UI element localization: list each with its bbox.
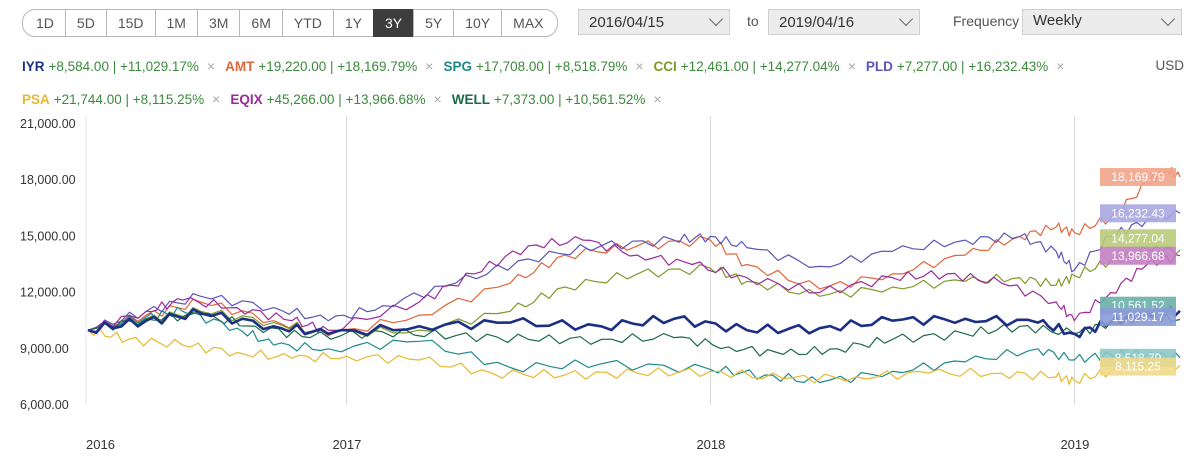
end-value-tag: [1100, 246, 1176, 265]
series-line-pld: [87, 209, 1181, 332]
series-line-eqix: [87, 236, 1181, 333]
range-button-max[interactable]: MAX: [501, 9, 558, 37]
legend-item-pld[interactable]: PLD +7,277.00 | +16,232.43% ×: [866, 58, 1069, 74]
y-tick-label: 6,000.00: [20, 398, 69, 412]
end-value-tag: [1100, 168, 1176, 187]
legend-value: +12,461.00 | +14,277.04%: [680, 59, 840, 74]
range-button-5y[interactable]: 5Y: [413, 9, 455, 37]
legend-symbol: EQIX: [230, 92, 263, 107]
date-to-value: 2019/04/16: [779, 14, 855, 31]
end-value-tag: [1100, 229, 1176, 248]
end-value-label: 8,115.25: [1115, 360, 1161, 374]
end-value-label: 18,169.79: [1111, 170, 1165, 184]
range-button-10y[interactable]: 10Y: [453, 9, 503, 37]
end-value-label: 13,966.68: [1111, 249, 1165, 263]
y-tick-label: 9,000.00: [20, 342, 69, 356]
legend-item-spg[interactable]: SPG +17,708.00 | +8,518.79% ×: [443, 58, 647, 74]
legend-symbol: PLD: [865, 59, 893, 74]
to-label: to: [747, 13, 759, 29]
legend-symbol: AMT: [225, 59, 255, 74]
date-from-input[interactable]: 2016/04/15: [578, 9, 730, 35]
legend-value: +19,220.00 | +18,169.79%: [258, 59, 418, 74]
legend-symbol: CCI: [653, 59, 677, 74]
date-to-input[interactable]: 2019/04/16: [768, 9, 920, 35]
legend-item-cci[interactable]: CCI +12,461.00 | +14,277.04% ×: [654, 58, 860, 74]
legend-item-eqix[interactable]: EQIX +45,266.00 | +13,966.68% ×: [230, 91, 445, 107]
range-button-15d[interactable]: 15D: [105, 9, 156, 37]
legend-symbol: PSA: [22, 92, 50, 107]
legend-value: +7,277.00 | +16,232.43%: [896, 59, 1049, 74]
range-button-1d[interactable]: 1D: [22, 9, 66, 37]
x-tick-label: 2016: [86, 437, 115, 452]
legend-value: +7,373.00 | +10,561.52%: [493, 92, 646, 107]
range-button-ytd[interactable]: YTD: [281, 9, 334, 37]
date-from-value: 2016/04/15: [589, 14, 665, 31]
legend-item-amt[interactable]: AMT +19,220.00 | +18,169.79% ×: [225, 58, 437, 74]
x-tick-label: 2017: [332, 437, 361, 452]
end-value-tag: [1100, 307, 1176, 326]
close-icon[interactable]: ×: [425, 58, 434, 74]
range-button-3m[interactable]: 3M: [196, 9, 241, 37]
close-icon[interactable]: ×: [433, 91, 442, 107]
frequency-select[interactable]: Weekly: [1022, 9, 1182, 35]
series-line-spg: [87, 306, 1181, 384]
range-button-1y[interactable]: 1Y: [332, 9, 374, 37]
x-tick-label: 2019: [1060, 437, 1089, 452]
legend-row-1: IYR +8,584.00 | +11,029.17% × AMT +19,220.00…: [22, 58, 1074, 74]
x-tick-label: 2018: [696, 437, 725, 452]
legend-item-well[interactable]: WELL +7,373.00 | +10,561.52% ×: [452, 91, 666, 107]
series-line-cci: [87, 244, 1181, 338]
legend-value: +17,708.00 | +8,518.79%: [475, 59, 628, 74]
close-icon[interactable]: ×: [847, 58, 856, 74]
close-icon[interactable]: ×: [1056, 58, 1065, 74]
series-line-iyr: [87, 305, 1181, 339]
y-tick-label: 12,000.00: [20, 286, 76, 300]
range-button-5d[interactable]: 5D: [64, 9, 107, 37]
legend-symbol: IYR: [22, 59, 45, 74]
y-tick-label: 15,000.00: [20, 229, 76, 243]
range-button-group: 1D 5D 15D 1M 3M 6M YTD 1Y 3Y 5Y 10Y MAX: [22, 9, 558, 37]
close-icon[interactable]: ×: [212, 91, 221, 107]
end-value-label: 14,277.04: [1111, 231, 1165, 245]
close-icon[interactable]: ×: [635, 58, 644, 74]
end-value-label: 16,232.43: [1111, 206, 1165, 220]
close-icon[interactable]: ×: [206, 58, 216, 74]
y-tick-label: 21,000.00: [20, 117, 76, 131]
series-line-well: [87, 312, 1181, 357]
legend-value: +8,584.00 | +11,029.17%: [48, 59, 199, 74]
end-value-tag: [1100, 204, 1176, 223]
legend-item-iyr[interactable]: IYR +8,584.00 | +11,029.17% ×: [22, 58, 219, 74]
currency-label: USD: [1155, 58, 1184, 73]
legend-symbol: SPG: [443, 59, 472, 74]
legend-value: +45,266.00 | +13,966.68%: [266, 92, 426, 107]
range-button-3y[interactable]: 3Y: [372, 9, 415, 37]
end-value-label: 11,029.17: [1112, 310, 1165, 324]
legend-item-psa[interactable]: PSA +21,744.00 | +8,115.25% ×: [22, 91, 224, 107]
legend-symbol: WELL: [451, 92, 490, 107]
y-tick-label: 18,000.00: [20, 173, 76, 187]
frequency-value: Weekly: [1033, 12, 1082, 29]
legend-row-2: PSA +21,744.00 | +8,115.25% × EQIX +45,266.0…: [22, 91, 672, 107]
legend-value: +21,744.00 | +8,115.25%: [53, 92, 205, 107]
frequency-label: Frequency: [953, 13, 1020, 29]
series-line-psa: [87, 327, 1181, 385]
end-value-tag: [1100, 357, 1176, 376]
close-icon[interactable]: ×: [653, 91, 662, 107]
